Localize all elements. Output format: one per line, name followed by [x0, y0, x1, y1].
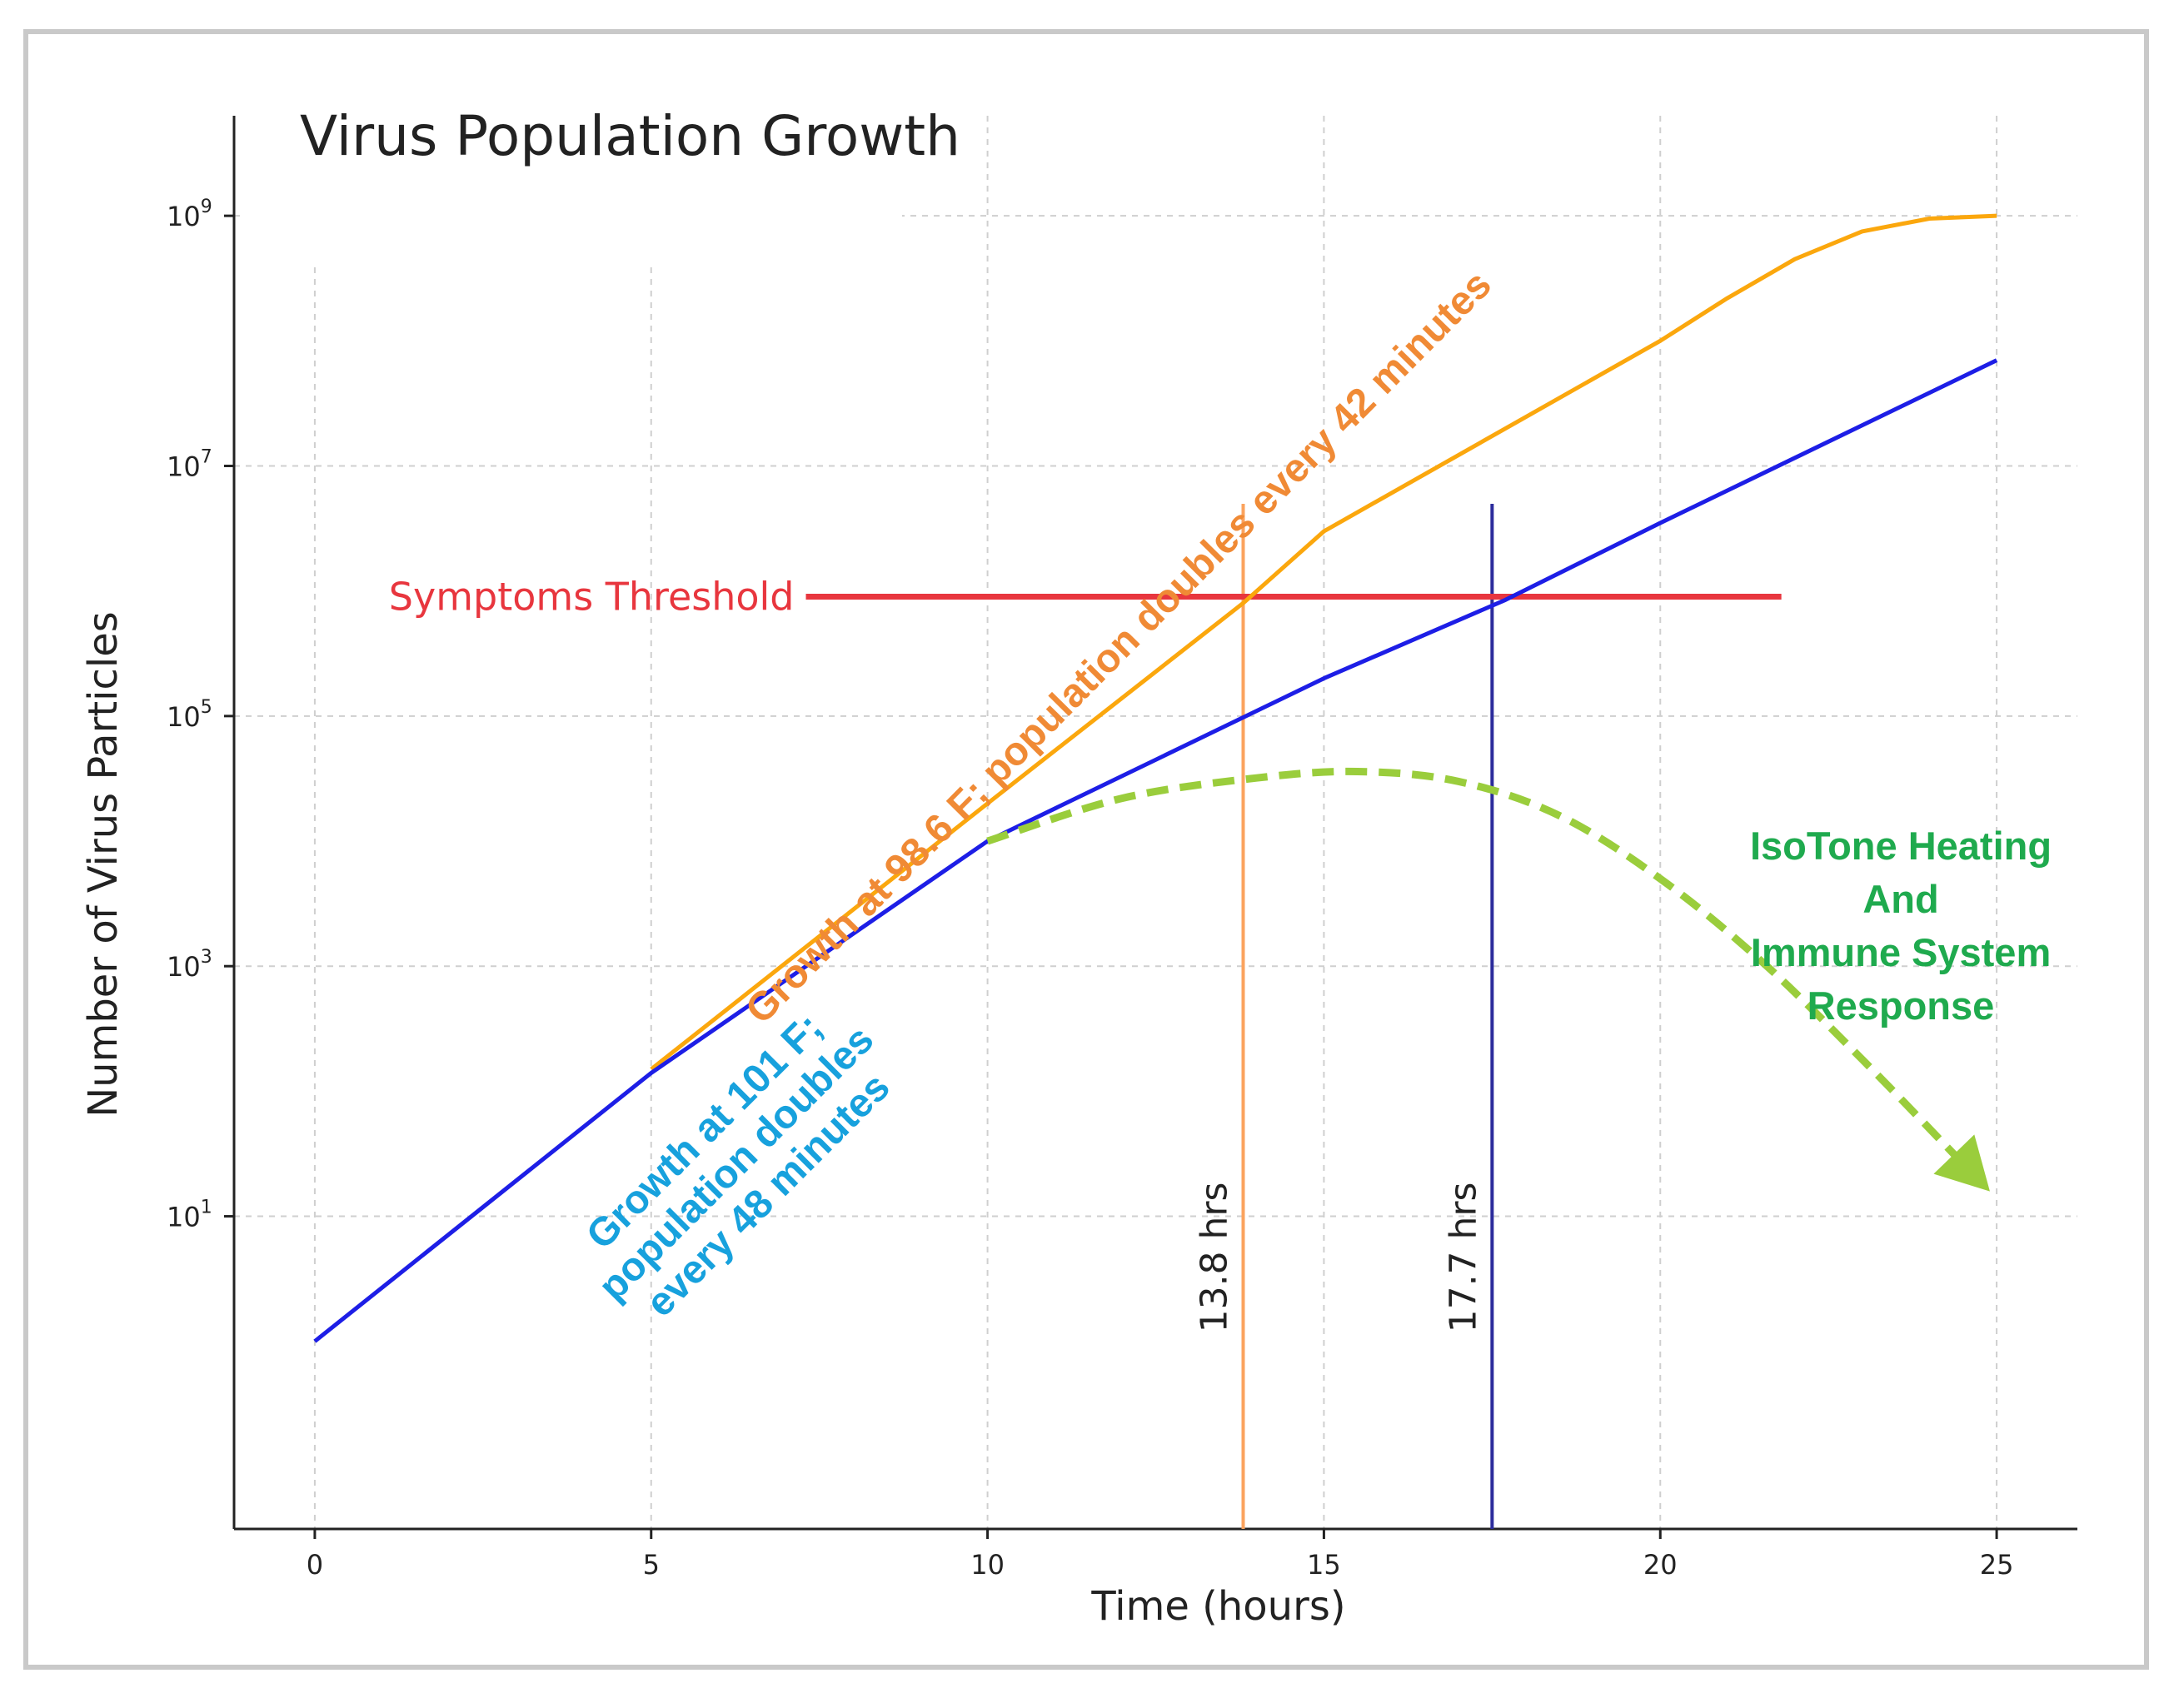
series-98-6f-line	[650, 213, 1997, 1071]
x-tick-group: 0 5 10 15 20 25	[307, 1529, 2014, 1581]
x-tick-label: 15	[1307, 1549, 1341, 1581]
series-group	[313, 213, 1998, 1343]
y-tick-label: 109	[167, 197, 212, 232]
annotation-isotone-line-1: IsoTone Heating	[1750, 824, 2052, 868]
x-tick-label: 20	[1643, 1549, 1678, 1581]
y-tick-group: 101 103 105 107 109	[167, 197, 234, 1233]
annotation-isotone-line-4: Response	[1808, 983, 1995, 1028]
x-tick-label: 0	[307, 1549, 323, 1581]
vertical-marker-label: 17.7 hrs	[1442, 1183, 1484, 1333]
vertical-markers: 13.8 hrs 17.7 hrs	[1193, 504, 1494, 1529]
annotation-isotone: IsoTone Heating And Immune System Respon…	[1750, 824, 2052, 1028]
annotation-101f-line-2: population doubles	[591, 1018, 882, 1309]
annotation-98-6f: Growth at 98.6 F; population doubles eve…	[737, 262, 1500, 1033]
y-tick-label: 107	[167, 446, 212, 482]
projection-dashed-curve	[986, 767, 1959, 1160]
grid-lines	[234, 116, 2077, 1529]
y-tick-label: 103	[167, 947, 212, 983]
annotation-isotone-line-3: Immune System	[1751, 930, 2051, 974]
annotation-101f: Growth at 101 F; population doubles ever…	[578, 1005, 899, 1326]
chart-title: Virus Population Growth	[300, 104, 960, 168]
threshold-group: Symptoms Threshold	[389, 575, 1782, 620]
y-tick-label: 101	[167, 1198, 212, 1233]
x-tick-label: 10	[970, 1549, 1005, 1581]
y-axis-label: Number of Virus Particles	[80, 611, 127, 1118]
projection-arrow-head	[1933, 1134, 1990, 1192]
chart-frame	[23, 29, 2149, 1670]
projection-group	[986, 767, 1990, 1192]
x-tick-label: 5	[643, 1549, 660, 1581]
title-background	[240, 100, 902, 266]
x-axis-label: Time (hours)	[1090, 1583, 1345, 1630]
vertical-marker-label: 13.8 hrs	[1193, 1183, 1235, 1333]
series-101f-line	[313, 358, 1998, 1343]
symptoms-threshold-label: Symptoms Threshold	[389, 575, 795, 620]
x-tick-label: 25	[1980, 1549, 2014, 1581]
annotation-isotone-line-2: And	[1862, 877, 1938, 921]
y-tick-label: 105	[167, 697, 212, 733]
